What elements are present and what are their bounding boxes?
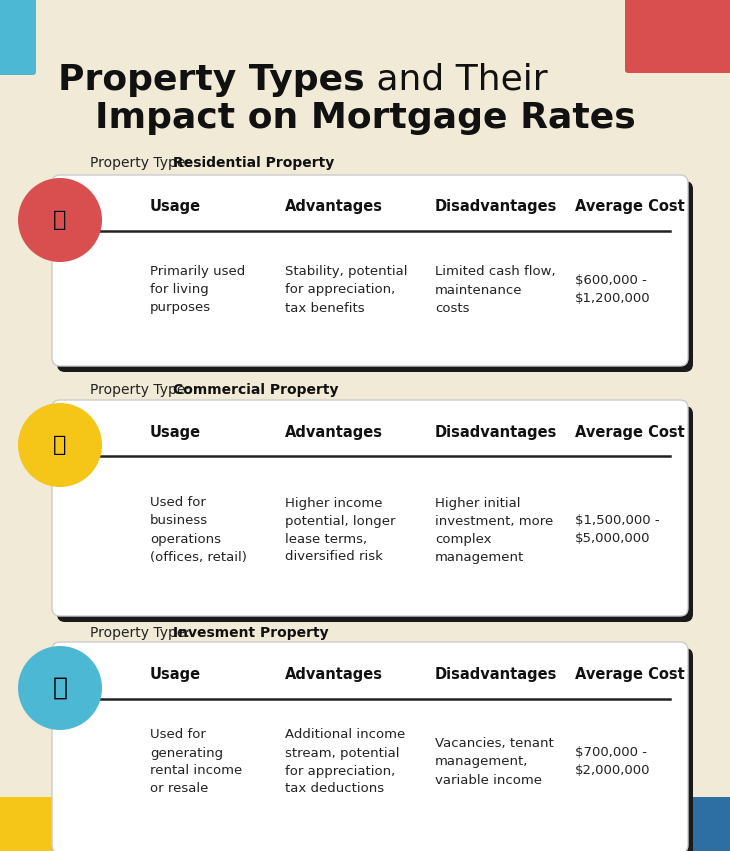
- Circle shape: [18, 646, 102, 730]
- FancyBboxPatch shape: [52, 400, 688, 616]
- Text: Average Cost: Average Cost: [575, 425, 685, 439]
- Text: Average Cost: Average Cost: [575, 199, 685, 214]
- Text: Usage: Usage: [150, 667, 201, 683]
- Text: Property Type:: Property Type:: [90, 626, 194, 640]
- Text: Property Type:: Property Type:: [90, 383, 194, 397]
- Text: Higher income
potential, longer
lease terms,
diversified risk: Higher income potential, longer lease te…: [285, 496, 396, 563]
- Text: Residential Property: Residential Property: [173, 156, 334, 170]
- Text: Property Types: Property Types: [58, 63, 365, 97]
- Text: Disadvantages: Disadvantages: [435, 425, 558, 439]
- FancyBboxPatch shape: [0, 797, 61, 851]
- Text: Usage: Usage: [150, 425, 201, 439]
- Text: Higher initial
investment, more
complex
management: Higher initial investment, more complex …: [435, 496, 553, 563]
- Text: Property Type:: Property Type:: [90, 156, 194, 170]
- FancyBboxPatch shape: [57, 181, 693, 372]
- FancyBboxPatch shape: [57, 648, 693, 851]
- Text: Commercial Property: Commercial Property: [173, 383, 339, 397]
- Text: Impact on Mortgage Rates: Impact on Mortgage Rates: [95, 101, 635, 135]
- Text: $600,000 -
$1,200,000: $600,000 - $1,200,000: [575, 275, 650, 306]
- Text: Disadvantages: Disadvantages: [435, 199, 558, 214]
- Text: Advantages: Advantages: [285, 199, 383, 214]
- FancyBboxPatch shape: [52, 175, 688, 366]
- Text: 🏢: 🏢: [53, 435, 66, 455]
- Text: 🏠: 🏠: [53, 676, 67, 700]
- Text: Vacancies, tenant
management,
variable income: Vacancies, tenant management, variable i…: [435, 738, 554, 786]
- Text: Used for
business
operations
(offices, retail): Used for business operations (offices, r…: [150, 496, 247, 563]
- Text: Disadvantages: Disadvantages: [435, 667, 558, 683]
- FancyBboxPatch shape: [669, 797, 730, 851]
- Circle shape: [18, 178, 102, 262]
- Text: Limited cash flow,
maintenance
costs: Limited cash flow, maintenance costs: [435, 266, 556, 315]
- FancyBboxPatch shape: [57, 406, 693, 622]
- Text: Stability, potential
for appreciation,
tax benefits: Stability, potential for appreciation, t…: [285, 266, 407, 315]
- Text: Used for
generating
rental income
or resale: Used for generating rental income or res…: [150, 728, 242, 796]
- FancyBboxPatch shape: [0, 0, 36, 75]
- Text: 🏢: 🏢: [53, 210, 66, 230]
- Text: Advantages: Advantages: [285, 667, 383, 683]
- FancyBboxPatch shape: [52, 642, 688, 851]
- Text: Primarily used
for living
purposes: Primarily used for living purposes: [150, 266, 245, 315]
- Text: Additional income
stream, potential
for appreciation,
tax deductions: Additional income stream, potential for …: [285, 728, 405, 796]
- Text: $1,500,000 -
$5,000,000: $1,500,000 - $5,000,000: [575, 515, 660, 545]
- FancyBboxPatch shape: [625, 0, 730, 73]
- Text: Average Cost: Average Cost: [575, 667, 685, 683]
- Text: Usage: Usage: [150, 199, 201, 214]
- Circle shape: [18, 403, 102, 487]
- Text: and Their: and Their: [365, 63, 548, 97]
- Text: Invesment Property: Invesment Property: [173, 626, 329, 640]
- Text: $700,000 -
$2,000,000: $700,000 - $2,000,000: [575, 746, 650, 778]
- Text: Advantages: Advantages: [285, 425, 383, 439]
